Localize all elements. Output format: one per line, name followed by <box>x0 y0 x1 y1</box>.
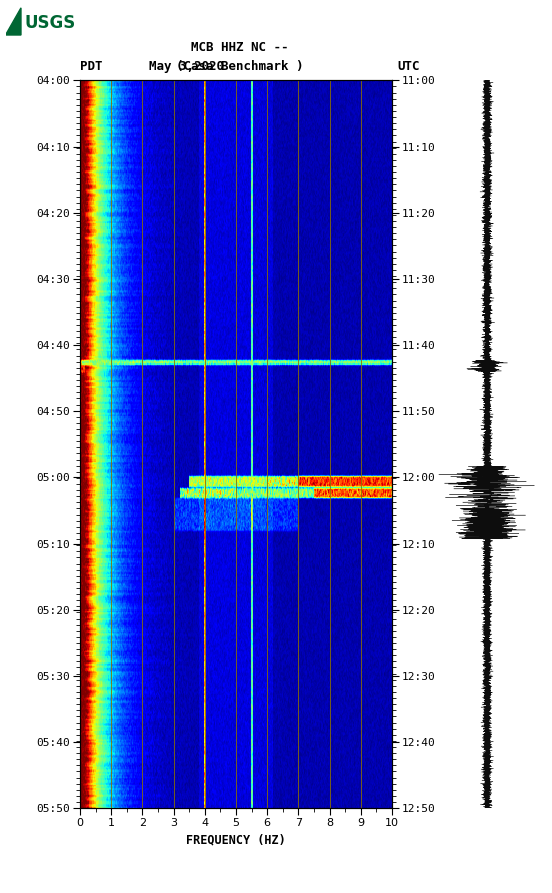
Text: UTC: UTC <box>397 60 420 73</box>
X-axis label: FREQUENCY (HZ): FREQUENCY (HZ) <box>186 833 286 847</box>
Text: USGS: USGS <box>25 14 76 32</box>
Text: May 3,2020: May 3,2020 <box>149 60 224 73</box>
Text: PDT: PDT <box>80 60 103 73</box>
Polygon shape <box>6 8 21 35</box>
Text: (Casa Benchmark ): (Casa Benchmark ) <box>177 60 304 73</box>
Text: MCB HHZ NC --: MCB HHZ NC -- <box>192 40 289 54</box>
